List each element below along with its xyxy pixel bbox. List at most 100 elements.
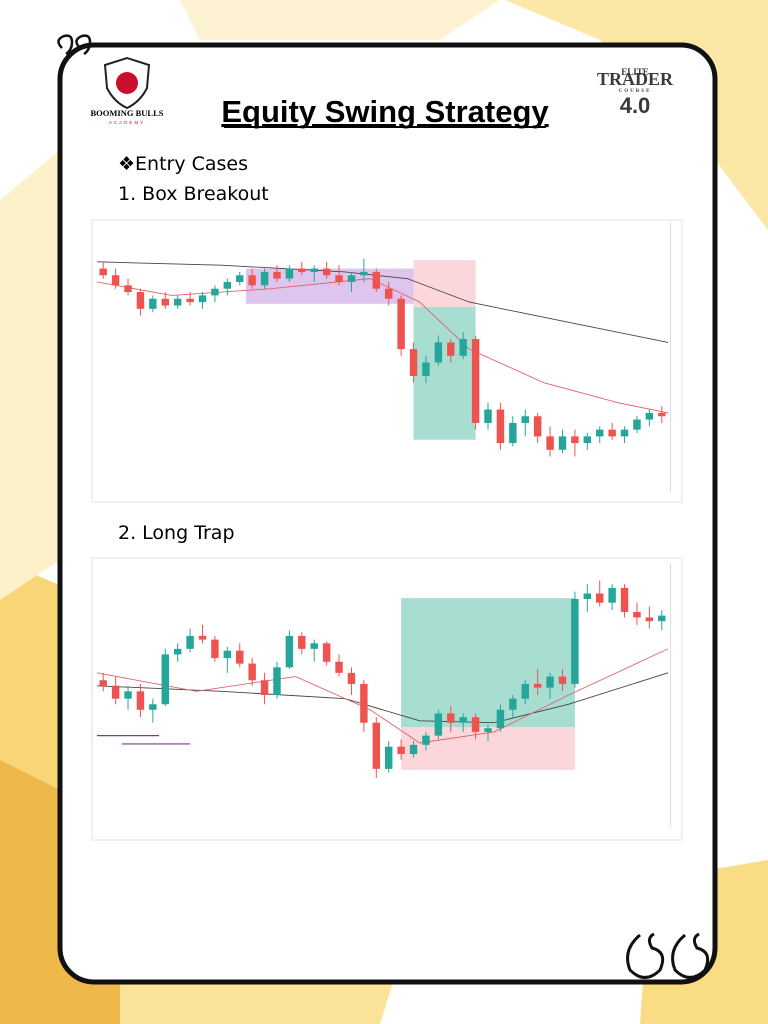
candle-body [173,648,182,655]
candle-body [509,422,517,444]
candle-body [223,281,232,289]
candle-body [658,412,666,417]
candle-body [111,275,120,286]
candle-body [633,611,641,618]
candle-body [223,650,232,659]
bg-shape [0,150,60,600]
candle-body [546,436,554,450]
candle-body [422,735,430,745]
candle-body [372,271,381,289]
price-axis [670,563,671,827]
candle-body [571,599,579,684]
candle-body [211,288,219,296]
candle-body [310,268,318,272]
logo-sub: ACADEMY [109,120,145,125]
candle-body [384,288,393,299]
candle-body [620,429,629,437]
candle-body [471,717,480,732]
candle-body [273,271,281,279]
candle-body [422,362,430,376]
candle-body [496,409,505,444]
candle-body [384,746,393,769]
case-heading: 2. Long Trap [118,522,235,544]
candle-body [397,298,405,350]
quote-glyph [57,34,74,56]
candle-body [447,713,455,723]
candle-body [248,275,256,286]
candle-body [173,298,182,306]
candle-body [124,285,132,293]
logo-bull [116,72,138,94]
candle-body [298,268,306,272]
candle-body [658,615,666,622]
candle-body [322,268,331,276]
chart [96,223,671,492]
candle-body [434,713,443,736]
candle-body [484,409,492,423]
candle-body [409,744,418,755]
candle-body [633,419,641,430]
candle-body [186,298,194,303]
candle-body [471,339,480,423]
candle-body [347,275,356,282]
candle-body [248,663,256,681]
candle-body [533,416,542,437]
candle-body [447,342,455,356]
price-axis [670,223,671,492]
logo-name: BOOMING BULLS [91,108,164,118]
zone-box [401,598,575,728]
candle-body [521,683,529,699]
candle-body [596,593,604,603]
candle-body [546,676,554,688]
quote-glyph [75,34,92,56]
candle-body [409,349,418,376]
candle-body [149,298,157,309]
moving-average [96,672,669,724]
candle-body [583,593,592,599]
quote-glyph [671,932,710,979]
section-heading: ❖Entry Cases [118,153,248,175]
candle-body [335,275,343,282]
logo-sub: COURSE [619,89,652,94]
candle-body [347,672,356,684]
bg-shape [180,0,500,40]
candle-body [496,709,505,729]
candle-body [521,416,529,423]
quote-close [626,932,710,979]
candle-body [211,639,219,659]
quote-glyph [626,932,665,979]
moving-average [96,278,669,414]
logo-version: 4.0 [620,93,651,118]
candle-body [608,429,616,437]
candle-body [434,342,443,363]
candle-body [645,412,654,420]
candle-body [608,587,616,603]
chart-frame [91,219,683,503]
logo-left: BOOMING BULLS ACADEMY [91,56,164,125]
candle-body [124,691,132,699]
candle-body [236,275,244,282]
logo-right: ELITE TRADER COURSE 4.0 [597,67,674,118]
quote-open [57,34,92,56]
candle-body [596,429,604,437]
candle-body [260,271,269,286]
candle-body [397,746,405,755]
logo-main: TRADER [597,69,674,89]
case-heading: 1. Box Breakout [118,183,269,205]
candle-body [459,717,467,723]
zone-box [413,260,476,308]
candle-body [558,676,567,684]
candle-body [360,683,368,723]
candle-body [285,635,294,668]
candle-body [484,728,492,732]
candle-body [558,436,567,450]
candle-body [335,661,343,673]
candle-body [161,654,169,705]
candle-body [99,680,107,686]
candle-body [298,635,306,649]
candle-body [149,704,157,710]
moving-average [96,261,669,343]
candle-body [372,722,381,769]
